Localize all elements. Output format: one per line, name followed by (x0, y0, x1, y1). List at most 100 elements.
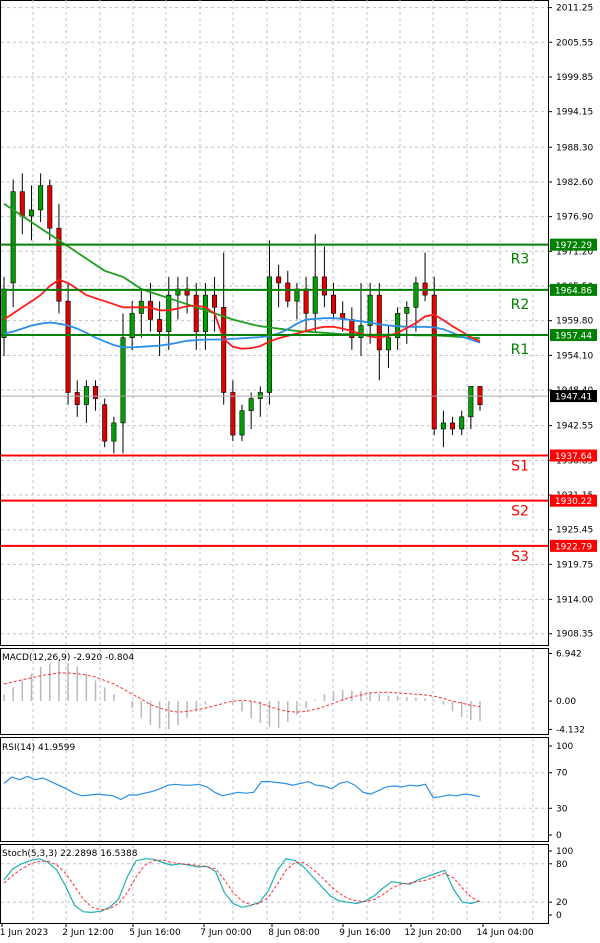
macd-tick-label: 6.942 (556, 650, 582, 660)
x-tick-label: 12 Jun 20:00 (404, 928, 461, 938)
level-name-s2: S2 (511, 504, 529, 520)
stoch-k-line (3, 858, 481, 914)
candle-body[interactable] (28, 209, 34, 217)
candle-body[interactable] (459, 416, 465, 430)
x-tick-label: 2 Jun 12:00 (62, 928, 114, 938)
rsi-tick-label: 0 (556, 831, 562, 841)
rsi-tick-label: 100 (556, 742, 573, 752)
candle-body[interactable] (56, 227, 62, 302)
candle-body[interactable] (321, 276, 327, 296)
y-tick-label: 2005.55 (556, 38, 593, 48)
candle-body[interactable] (468, 386, 474, 418)
candle-body[interactable] (120, 337, 126, 424)
candle-body[interactable] (19, 191, 25, 217)
level-name-s1: S1 (511, 459, 529, 475)
rsi-series (1, 772, 548, 809)
level-price-label: 1937.64 (555, 452, 592, 462)
level-price-label: 1922.79 (555, 542, 592, 552)
y-tick-label: 1959.80 (556, 317, 593, 327)
stoch-tick-label: 80 (556, 860, 568, 870)
rsi-panel[interactable] (0, 737, 549, 842)
x-tick-label: 5 Jun 16:00 (129, 928, 181, 938)
y-tick-label: 1925.45 (556, 526, 593, 536)
macd-signal-line (3, 672, 481, 713)
candle-body[interactable] (477, 386, 483, 405)
macd-tick-label: -4.132 (556, 725, 585, 735)
level-price-badge (550, 494, 597, 507)
level-price-badge (550, 238, 597, 251)
candle-body[interactable] (38, 185, 44, 211)
candle-body[interactable] (93, 386, 99, 399)
candle-body[interactable] (276, 276, 282, 284)
candle-body[interactable] (413, 282, 419, 308)
stoch-panel[interactable] (0, 844, 549, 924)
y-tick-label: 1999.85 (556, 73, 593, 83)
candle-body[interactable] (257, 392, 263, 399)
candle-body[interactable] (385, 337, 391, 351)
rsi-tick-label: 70 (556, 769, 568, 779)
last-price-label: 1947.41 (555, 393, 592, 403)
level-price-badge (550, 539, 597, 552)
macd-label: MACD(12,26,9) -2.920 -0.804 (2, 653, 134, 663)
y-tick-label: 2011.25 (556, 4, 593, 14)
candle-body[interactable] (202, 294, 208, 332)
candle-body[interactable] (1, 288, 7, 339)
candle-body[interactable] (331, 294, 337, 314)
macd-panel[interactable] (0, 648, 549, 735)
macd-series (3, 659, 481, 730)
candle-body[interactable] (147, 300, 153, 320)
ma-blue-line (3, 317, 481, 349)
candle-body[interactable] (431, 294, 437, 430)
candle-body[interactable] (129, 313, 135, 339)
rsi-line (3, 775, 481, 801)
stoch-d-line (3, 859, 481, 911)
candle-body[interactable] (102, 404, 108, 442)
candle-body[interactable] (74, 392, 80, 405)
y-tick-label: 1976.90 (556, 213, 593, 223)
candle-body[interactable] (248, 398, 254, 412)
candle-body[interactable] (376, 294, 382, 351)
candle-body[interactable] (440, 422, 446, 430)
rsi-label: RSI(14) 41.9599 (2, 743, 75, 753)
level-name-r2: R2 (511, 297, 530, 313)
level-price-badge (550, 283, 597, 296)
candle-body[interactable] (83, 386, 89, 405)
candle-body[interactable] (157, 319, 163, 332)
candle-body[interactable] (285, 282, 291, 302)
candle-body[interactable] (193, 294, 199, 332)
candle-body[interactable] (367, 294, 373, 326)
y-tick-label: 1982.60 (556, 178, 593, 188)
candle-body[interactable] (303, 288, 309, 314)
level-name-s3: S3 (511, 549, 529, 565)
stoch-label: Stoch(5,3,3) 22.2898 16.5388 (2, 849, 138, 859)
candle-body[interactable] (47, 185, 53, 229)
y-tick-label: 1914.00 (556, 595, 593, 605)
stoch-series (1, 858, 548, 914)
y-tick-label: 1919.75 (556, 560, 593, 570)
level-price-label: 1957.44 (555, 332, 592, 342)
candle-body[interactable] (404, 306, 410, 314)
y-tick-label: 1994.15 (556, 108, 593, 118)
candle-body[interactable] (230, 392, 236, 436)
candle-body[interactable] (312, 276, 318, 314)
candle-body[interactable] (111, 422, 117, 442)
level-price-badge (550, 329, 597, 342)
y-tick-label: 1942.55 (556, 422, 593, 432)
level-price-badge (550, 449, 597, 462)
candle-body[interactable] (10, 191, 16, 284)
level-name-r3: R3 (511, 252, 530, 268)
candle-body[interactable] (221, 306, 227, 393)
candle-body[interactable] (65, 300, 71, 393)
price-panel[interactable] (0, 0, 549, 646)
candle-body[interactable] (239, 410, 245, 436)
candle-body[interactable] (212, 294, 218, 308)
macd-tick-label: 0.00 (556, 697, 576, 707)
ma-red-line (3, 278, 481, 350)
candle-body[interactable] (166, 294, 172, 332)
y-tick-label: 1954.10 (556, 351, 593, 361)
y-tick-label: 1971.20 (556, 247, 593, 257)
candle-body[interactable] (450, 422, 456, 430)
candle-body[interactable] (358, 325, 364, 339)
price-series: R3 R2 R1 S1 S2 S3 (1, 173, 548, 565)
